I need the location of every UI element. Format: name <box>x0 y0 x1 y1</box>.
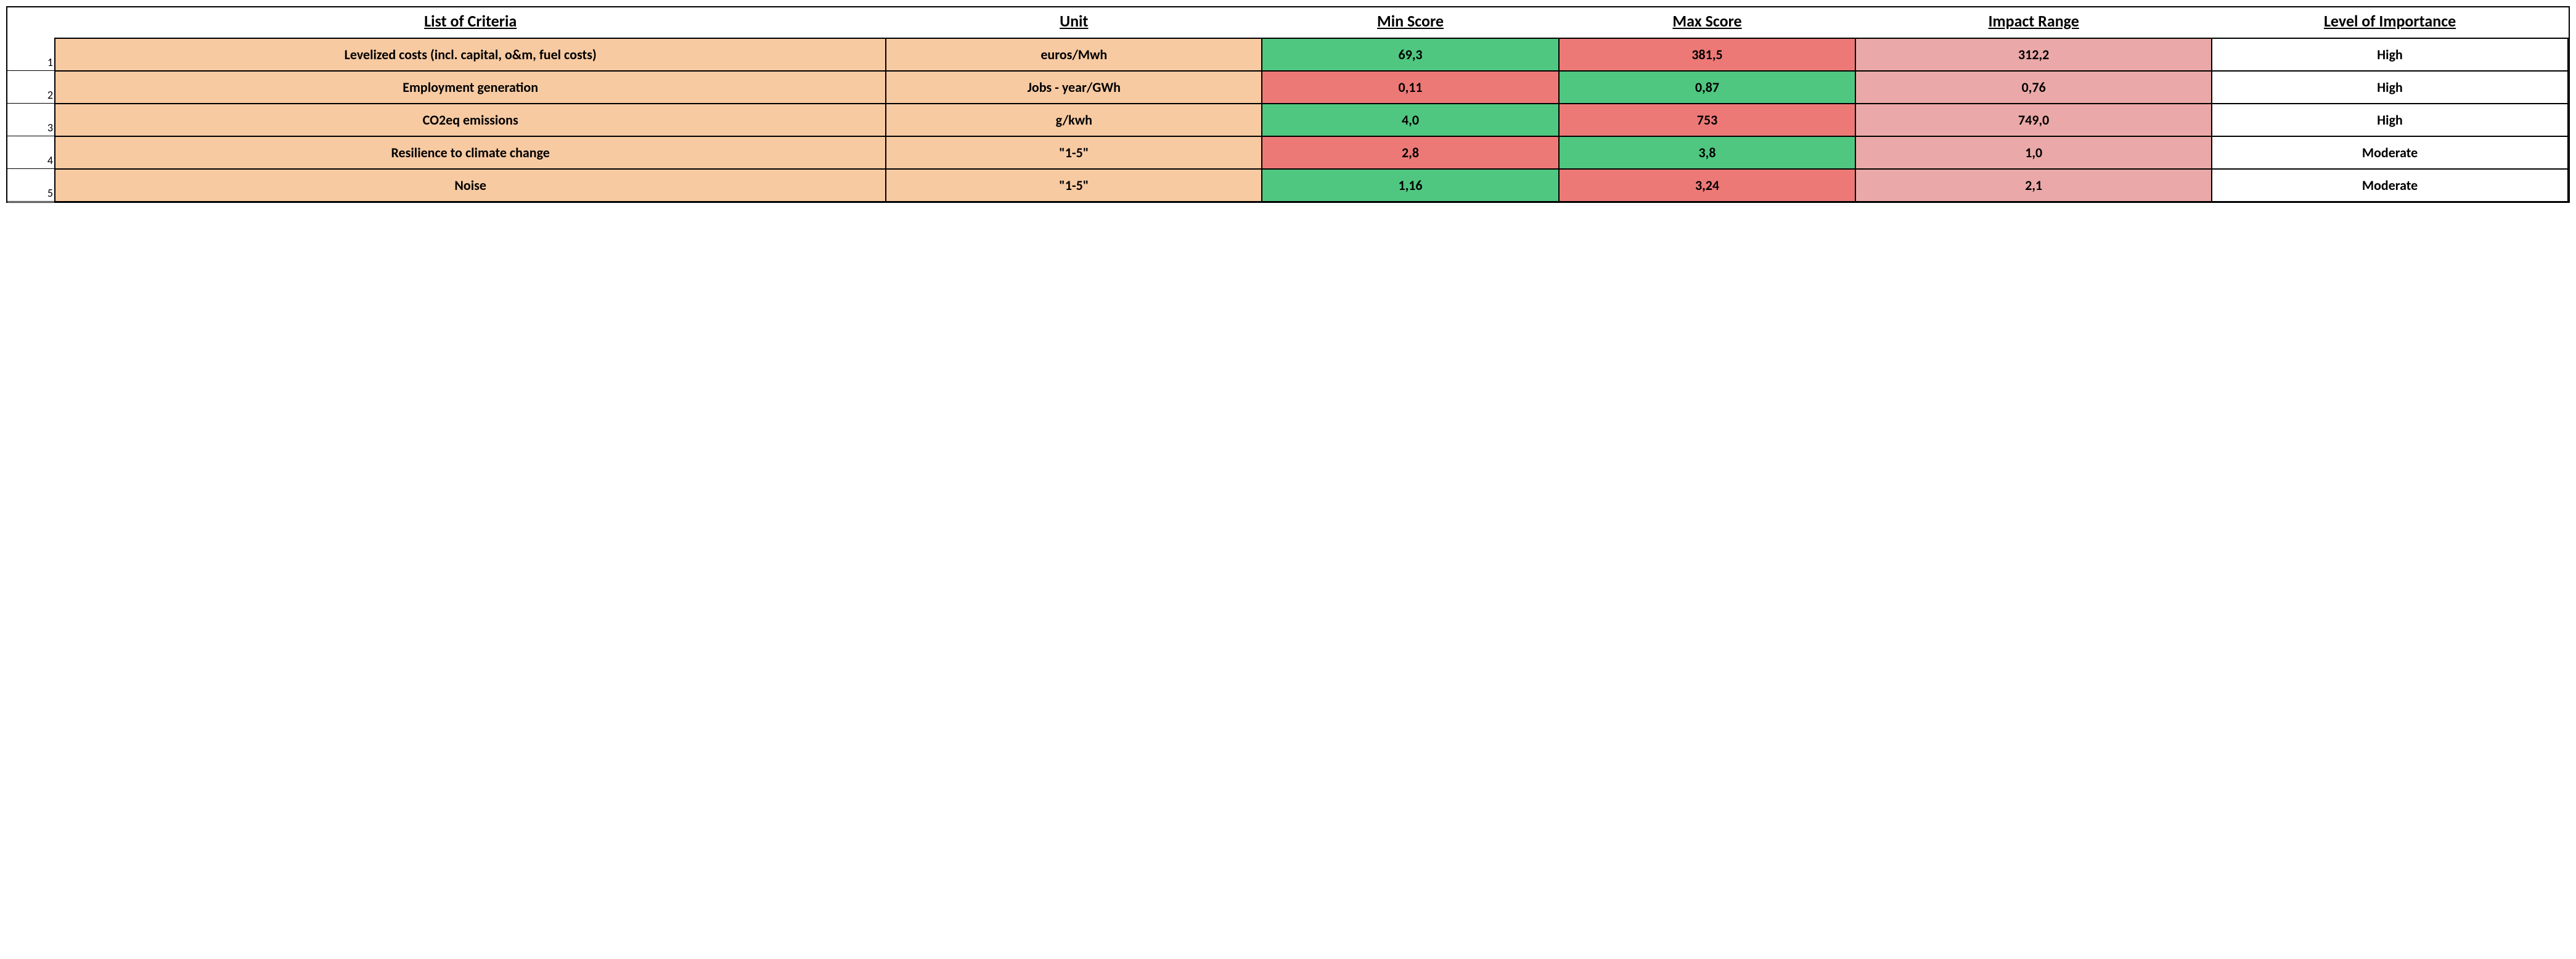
header-idx <box>7 7 55 38</box>
cell-min-score: 69,3 <box>1262 38 1559 71</box>
cell-criteria: Levelized costs (incl. capital, o&m, fue… <box>55 38 886 71</box>
table-row: 5Noise"1-5"1,163,242,1Moderate <box>7 169 2568 202</box>
table-body: 1Levelized costs (incl. capital, o&m, fu… <box>7 38 2568 202</box>
row-index: 3 <box>7 104 55 136</box>
cell-impact-range: 1,0 <box>1855 136 2212 169</box>
cell-unit: "1-5" <box>886 169 1262 202</box>
table-row: 3CO2eq emissionsg/kwh4,0753749,0High <box>7 104 2568 136</box>
cell-impact-range: 749,0 <box>1855 104 2212 136</box>
header-max: Max Score <box>1559 7 1856 38</box>
row-index: 4 <box>7 136 55 169</box>
criteria-table: List of Criteria Unit Min Score Max Scor… <box>7 7 2569 202</box>
cell-unit: euros/Mwh <box>886 38 1262 71</box>
cell-min-score: 2,8 <box>1262 136 1559 169</box>
cell-level-of-importance: Moderate <box>2212 136 2568 169</box>
cell-unit: g/kwh <box>886 104 1262 136</box>
cell-unit: "1-5" <box>886 136 1262 169</box>
cell-criteria: Noise <box>55 169 886 202</box>
cell-impact-range: 0,76 <box>1855 71 2212 104</box>
cell-max-score: 381,5 <box>1559 38 1856 71</box>
cell-impact-range: 2,1 <box>1855 169 2212 202</box>
row-index: 1 <box>7 38 55 71</box>
cell-criteria: Resilience to climate change <box>55 136 886 169</box>
header-level: Level of Importance <box>2212 7 2568 38</box>
cell-level-of-importance: High <box>2212 104 2568 136</box>
table-row: 2Employment generationJobs - year/GWh0,1… <box>7 71 2568 104</box>
header-criteria: List of Criteria <box>55 7 886 38</box>
header-impact: Impact Range <box>1855 7 2212 38</box>
header-unit: Unit <box>886 7 1262 38</box>
row-index: 2 <box>7 71 55 104</box>
header-min: Min Score <box>1262 7 1559 38</box>
cell-min-score: 4,0 <box>1262 104 1559 136</box>
cell-min-score: 0,11 <box>1262 71 1559 104</box>
cell-min-score: 1,16 <box>1262 169 1559 202</box>
header-row: List of Criteria Unit Min Score Max Scor… <box>7 7 2568 38</box>
cell-max-score: 3,24 <box>1559 169 1856 202</box>
cell-max-score: 0,87 <box>1559 71 1856 104</box>
criteria-table-container: List of Criteria Unit Min Score Max Scor… <box>6 6 2570 203</box>
cell-criteria: Employment generation <box>55 71 886 104</box>
table-row: 4Resilience to climate change"1-5"2,83,8… <box>7 136 2568 169</box>
cell-level-of-importance: High <box>2212 71 2568 104</box>
row-index: 5 <box>7 169 55 202</box>
cell-level-of-importance: Moderate <box>2212 169 2568 202</box>
table-row: 1Levelized costs (incl. capital, o&m, fu… <box>7 38 2568 71</box>
cell-max-score: 3,8 <box>1559 136 1856 169</box>
cell-level-of-importance: High <box>2212 38 2568 71</box>
cell-impact-range: 312,2 <box>1855 38 2212 71</box>
cell-max-score: 753 <box>1559 104 1856 136</box>
cell-unit: Jobs - year/GWh <box>886 71 1262 104</box>
cell-criteria: CO2eq emissions <box>55 104 886 136</box>
